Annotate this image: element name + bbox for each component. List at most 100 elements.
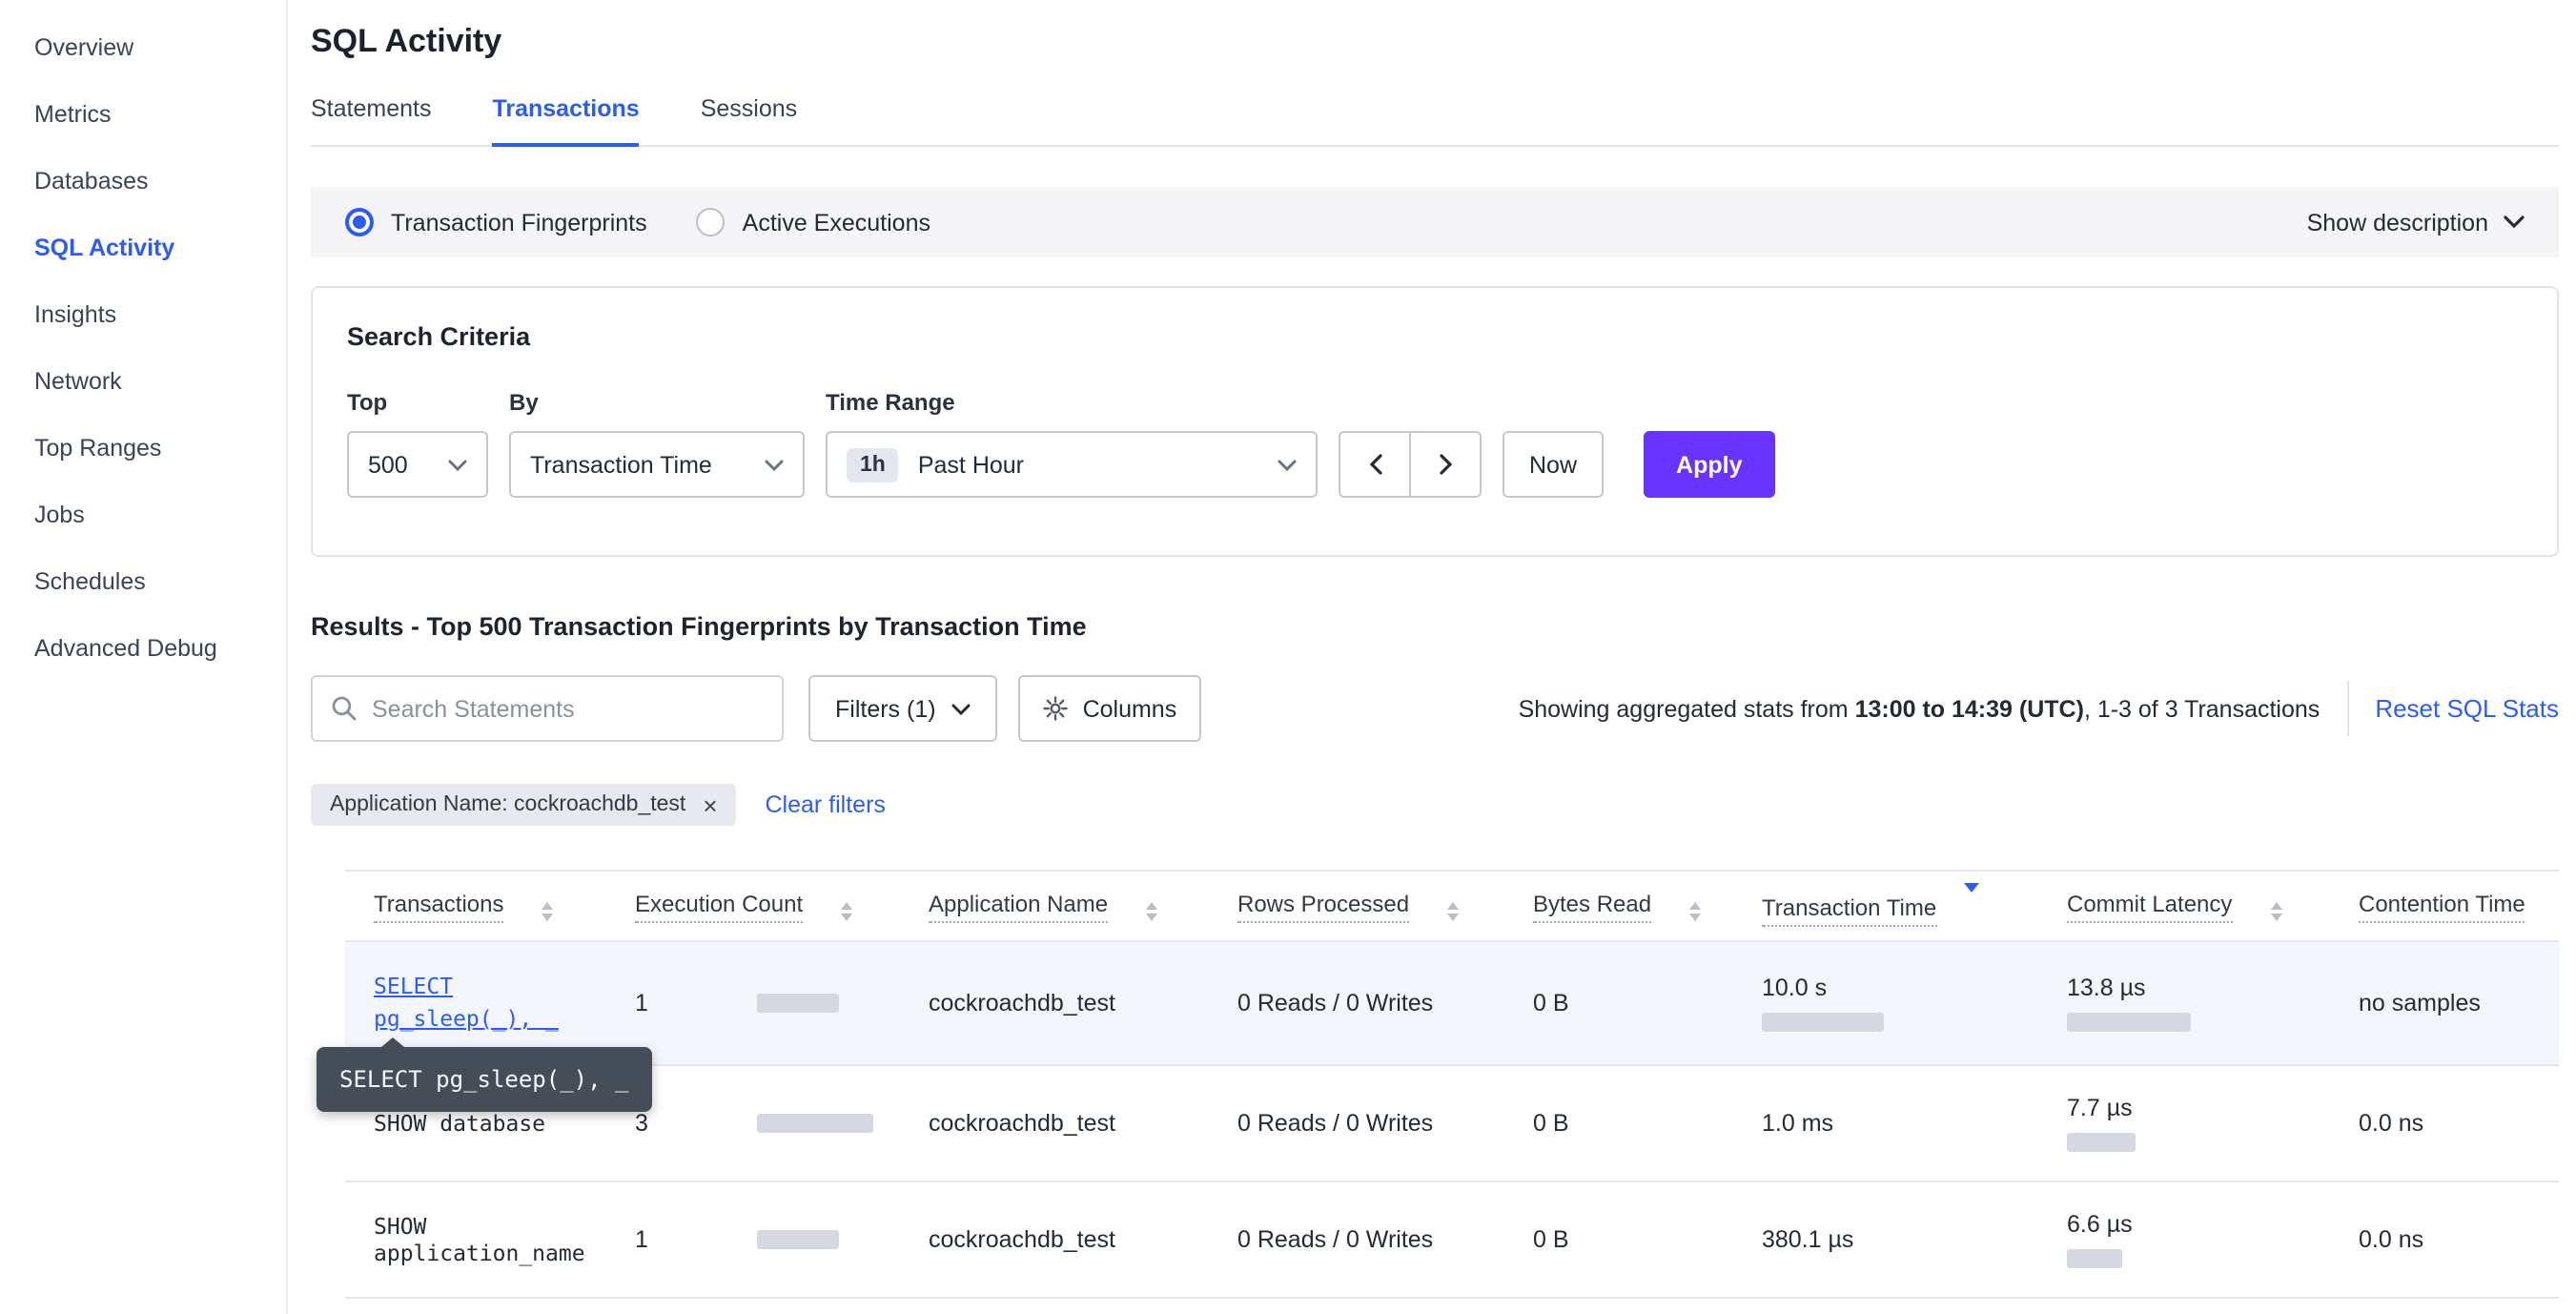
page-title: SQL Activity xyxy=(311,23,502,59)
show-description-label: Show description xyxy=(2306,209,2488,236)
by-field: By Transaction Time xyxy=(509,389,805,498)
transaction-fingerprint-link[interactable]: SELECT pg_sleep(_), _ xyxy=(374,973,559,1032)
column-label[interactable]: Rows Processed xyxy=(1237,891,1410,923)
search-icon xyxy=(332,696,357,721)
sort-icon[interactable] xyxy=(542,902,554,921)
sort-icon[interactable] xyxy=(841,902,853,921)
stats-time-range: 13:00 to 14:39 (UTC) xyxy=(1854,695,2084,722)
column-label[interactable]: Execution Count xyxy=(635,891,804,923)
filters-button[interactable]: Filters (1) xyxy=(808,675,997,742)
column-header-rows-processed[interactable]: Rows Processed xyxy=(1209,870,1504,942)
now-button[interactable]: Now xyxy=(1503,431,1605,498)
time-range-select[interactable]: 1h Past Hour xyxy=(826,431,1318,498)
remove-filter-icon[interactable]: × xyxy=(703,790,718,819)
sidebar-item-advanced-debug[interactable]: Advanced Debug xyxy=(34,635,217,662)
sidebar-item-metrics[interactable]: Metrics xyxy=(34,101,112,128)
sidebar-item-insights[interactable]: Insights xyxy=(34,301,117,328)
chevron-down-icon xyxy=(2504,216,2525,229)
columns-button[interactable]: Columns xyxy=(1017,675,1202,742)
column-header-transactions[interactable]: Transactions xyxy=(345,870,606,942)
apply-button[interactable]: Apply xyxy=(1644,431,1775,498)
column-header-application-name[interactable]: Application Name xyxy=(900,870,1209,942)
commit-latency-value: 7.7 µs xyxy=(2067,1095,2133,1121)
main-content: SQL Activity Statements Transactions Ses… xyxy=(288,0,2576,1314)
sidebar-item-overview[interactable]: Overview xyxy=(34,34,134,61)
time-window-nav xyxy=(1339,431,1482,498)
sort-icon[interactable] xyxy=(1447,902,1460,921)
table-row[interactable]: SELECT pg_sleep(_), _ 1 cockroachdb_test… xyxy=(345,941,2559,1066)
tab-sessions[interactable]: Sessions xyxy=(700,95,798,122)
column-label[interactable]: Bytes Read xyxy=(1533,891,1652,923)
bytes-read-value: 0 B xyxy=(1533,1110,1569,1137)
table-header-row: Transactions Execution Count Application… xyxy=(345,870,2559,942)
vertical-divider xyxy=(2346,681,2349,736)
sidebar-item-databases[interactable]: Databases xyxy=(34,168,149,195)
rows-processed-value: 0 Reads / 0 Writes xyxy=(1237,1110,1434,1137)
execution-count-bar xyxy=(757,994,839,1013)
column-label[interactable]: Contention Time xyxy=(2359,891,2525,923)
transaction-time-value: 380.1 µs xyxy=(1762,1226,1854,1253)
radio-active-executions[interactable]: Active Executions xyxy=(696,208,930,236)
tab-statements[interactable]: Statements xyxy=(311,95,432,122)
sort-icon[interactable] xyxy=(2270,902,2282,921)
application-name-value: cockroachdb_test xyxy=(929,1226,1115,1253)
sort-desc-icon[interactable] xyxy=(1963,882,1979,918)
show-description-toggle[interactable]: Show description xyxy=(2307,209,2525,236)
column-label[interactable]: Transaction Time xyxy=(1762,893,1937,926)
next-time-window-button[interactable] xyxy=(1409,431,1482,498)
sidebar-item-top-ranges[interactable]: Top Ranges xyxy=(34,435,162,462)
radio-label: Active Executions xyxy=(742,209,930,236)
table-row[interactable]: SHOW application_name 1 cockroachdb_test… xyxy=(345,1181,2559,1299)
column-header-commit-latency[interactable]: Commit Latency xyxy=(2038,870,2330,942)
radio-transaction-fingerprints[interactable]: Transaction Fingerprints xyxy=(345,208,647,236)
top-select[interactable]: 500 xyxy=(347,431,488,498)
sidebar-item-schedules[interactable]: Schedules xyxy=(34,568,146,595)
clear-filters-link[interactable]: Clear filters xyxy=(765,791,886,818)
contention-time-value: 0.0 ns xyxy=(2359,1110,2424,1137)
sidebar-item-network[interactable]: Network xyxy=(34,368,122,395)
gear-icon xyxy=(1042,696,1068,721)
results-heading: Results - Top 500 Transaction Fingerprin… xyxy=(311,612,1087,641)
time-range-field: Time Range 1h Past Hour xyxy=(826,389,1318,498)
tab-transactions[interactable]: Transactions xyxy=(492,95,640,147)
filter-chip-application-name[interactable]: Application Name: cockroachdb_test × xyxy=(311,784,737,826)
top-field: Top 500 xyxy=(347,389,488,498)
reset-sql-stats-link[interactable]: Reset SQL Stats xyxy=(2375,694,2559,723)
search-input[interactable] xyxy=(372,695,763,722)
execution-count-value: 3 xyxy=(635,1110,648,1137)
top-label: Top xyxy=(347,389,388,416)
column-label[interactable]: Application Name xyxy=(929,891,1109,923)
previous-time-window-button[interactable] xyxy=(1339,431,1411,498)
commit-latency-value: 6.6 µs xyxy=(2067,1211,2133,1238)
execution-count-bar xyxy=(757,1230,839,1249)
chevron-down-icon xyxy=(765,459,784,470)
sort-icon[interactable] xyxy=(1689,902,1702,921)
top-select-value: 500 xyxy=(368,451,408,478)
transaction-tooltip-text: SELECT pg_sleep(_), _ xyxy=(339,1066,629,1093)
sidebar-item-sql-activity[interactable]: SQL Activity xyxy=(34,235,175,261)
by-select[interactable]: Transaction Time xyxy=(509,431,805,498)
chevron-right-icon xyxy=(1439,454,1452,475)
radio-unselected-icon xyxy=(696,208,726,236)
commit-latency-bar xyxy=(2067,1133,2136,1152)
transactions-table: Transactions Execution Count Application… xyxy=(345,870,2559,1299)
commit-latency-value: 13.8 µs xyxy=(2067,975,2146,1001)
column-header-transaction-time[interactable]: Transaction Time xyxy=(1733,870,2038,942)
column-header-contention-time[interactable]: Contention Time xyxy=(2330,870,2559,942)
radio-selected-icon xyxy=(345,208,374,236)
column-label[interactable]: Transactions xyxy=(374,891,504,923)
sort-icon[interactable] xyxy=(1146,902,1158,921)
table-row[interactable]: SHOW database 3 cockroachdb_test 0 Reads… xyxy=(345,1065,2559,1182)
sidebar-item-jobs[interactable]: Jobs xyxy=(34,502,85,528)
tab-bar: Statements Transactions Sessions xyxy=(311,95,2559,147)
aggregated-stats-text: Showing aggregated stats from 13:00 to 1… xyxy=(1518,695,2320,722)
chevron-down-icon xyxy=(1278,459,1297,470)
column-header-execution-count[interactable]: Execution Count xyxy=(606,870,900,942)
execution-count-bar xyxy=(757,1114,873,1133)
column-label[interactable]: Commit Latency xyxy=(2067,891,2233,923)
column-header-bytes-read[interactable]: Bytes Read xyxy=(1504,870,1733,942)
transaction-time-value: 1.0 ms xyxy=(1762,1110,1834,1137)
application-name-value: cockroachdb_test xyxy=(929,1110,1115,1137)
bytes-read-value: 0 B xyxy=(1533,1226,1569,1253)
